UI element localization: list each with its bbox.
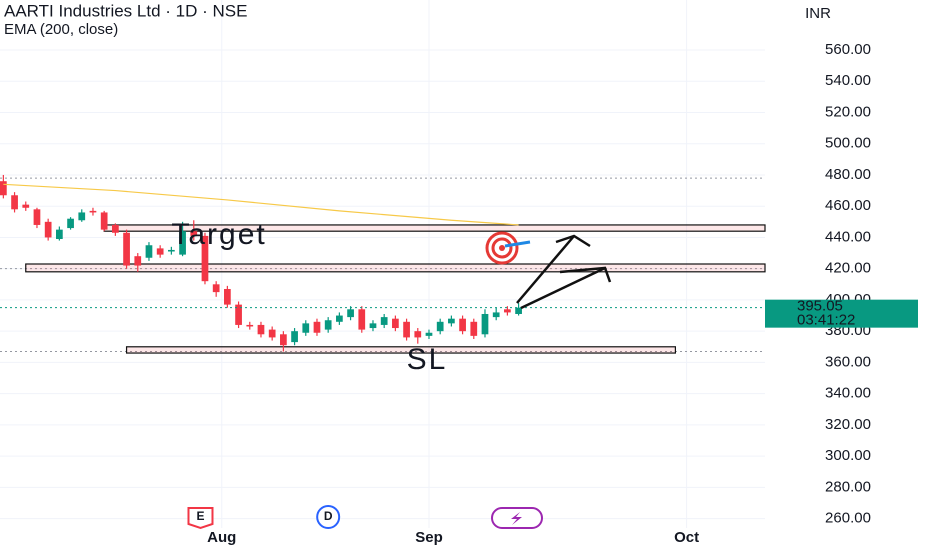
arrow-head (555, 234, 591, 248)
candle-body (89, 210, 97, 213)
y-tick-label: 480.00 (825, 166, 871, 183)
arrow (520, 266, 606, 310)
candle-body (100, 212, 108, 230)
y-tick-label: 520.00 (825, 103, 871, 120)
zone (125, 346, 676, 354)
x-tick-label: Aug (207, 529, 236, 546)
candle-body (134, 256, 142, 266)
candle-body (212, 284, 220, 293)
y-tick-label: 360.00 (825, 353, 871, 370)
candle-body (481, 313, 489, 335)
candle-body (246, 324, 254, 327)
y-tick-label: 280.00 (825, 478, 871, 495)
candle-body (291, 331, 298, 343)
candle-body (504, 309, 511, 313)
annotation: SL (407, 343, 448, 376)
y-tick-label: 560.00 (825, 41, 871, 58)
candle-body (179, 231, 186, 255)
candle-body (280, 334, 287, 346)
y-tick-label: 440.00 (825, 228, 871, 245)
x-tick-label: Sep (415, 529, 443, 546)
lightning-icon (511, 512, 522, 525)
event-icon (187, 507, 214, 530)
chart-title: AARTI Industries Ltd · 1D · NSE (4, 1, 247, 20)
candle-body (414, 331, 422, 338)
candle-body (347, 309, 354, 318)
indicator-label: EMA (200, close) (4, 21, 118, 38)
currency: INR (805, 5, 831, 22)
candle-body (448, 318, 455, 324)
y-tick-label: 300.00 (825, 447, 871, 464)
candle-body (235, 304, 242, 325)
candle-body (369, 323, 377, 329)
candle-body (436, 321, 444, 332)
arrow-head (559, 266, 612, 283)
candle-body (257, 324, 265, 335)
candle-body (168, 249, 175, 252)
candle-body (112, 224, 119, 233)
candle-body (470, 321, 478, 336)
candle-body (78, 212, 86, 221)
candle-body (336, 315, 343, 322)
y-tick-label: 340.00 (825, 385, 871, 402)
event-icon (316, 505, 341, 529)
candle-body (156, 248, 164, 255)
target-icon (485, 231, 531, 265)
y-tick-label: 420.00 (825, 260, 871, 277)
price-tag-countdown: 03:41:22 (797, 312, 855, 329)
candle-body (302, 323, 310, 333)
candle-body (123, 232, 130, 266)
price-tag (765, 299, 918, 328)
candle-body (67, 218, 74, 229)
candle-body (403, 321, 410, 338)
y-tick-label: 500.00 (825, 135, 871, 152)
candle-body (324, 320, 332, 330)
candle-body (44, 221, 52, 238)
candle-body (11, 195, 18, 210)
candle-body (224, 288, 231, 305)
event-label: E (196, 509, 204, 523)
candle-body (492, 312, 500, 318)
annotation: Target (171, 218, 266, 251)
candle-body (392, 318, 399, 329)
zone (25, 263, 766, 273)
candle-body (459, 318, 466, 332)
arrow (516, 235, 575, 304)
candle-body (145, 245, 153, 258)
y-tick-label: 260.00 (825, 510, 871, 527)
candle-body (313, 321, 321, 333)
price-axis: 260.00280.00300.00320.00340.00360.00380.… (207, 41, 918, 546)
y-tick-label: 460.00 (825, 197, 871, 214)
x-tick-label: Oct (674, 529, 699, 546)
y-tick-label: 320.00 (825, 416, 871, 433)
candle-body (56, 229, 63, 240)
candle-body (33, 209, 41, 225)
candle-body (201, 235, 209, 282)
candle-body (515, 307, 522, 314)
ema-line (3, 183, 519, 226)
plot: Target SL E D (0, 174, 766, 530)
y-tick-label: 540.00 (825, 72, 871, 89)
candle-body (0, 181, 7, 196)
candle-body (22, 204, 30, 208)
candle-body (425, 332, 433, 336)
price-tag-value: 395.05 (797, 298, 843, 315)
candle-body (358, 309, 366, 330)
candle-body (268, 329, 276, 338)
event-label: D (324, 509, 333, 523)
candle-body (380, 317, 388, 325)
candle-body (190, 231, 198, 236)
